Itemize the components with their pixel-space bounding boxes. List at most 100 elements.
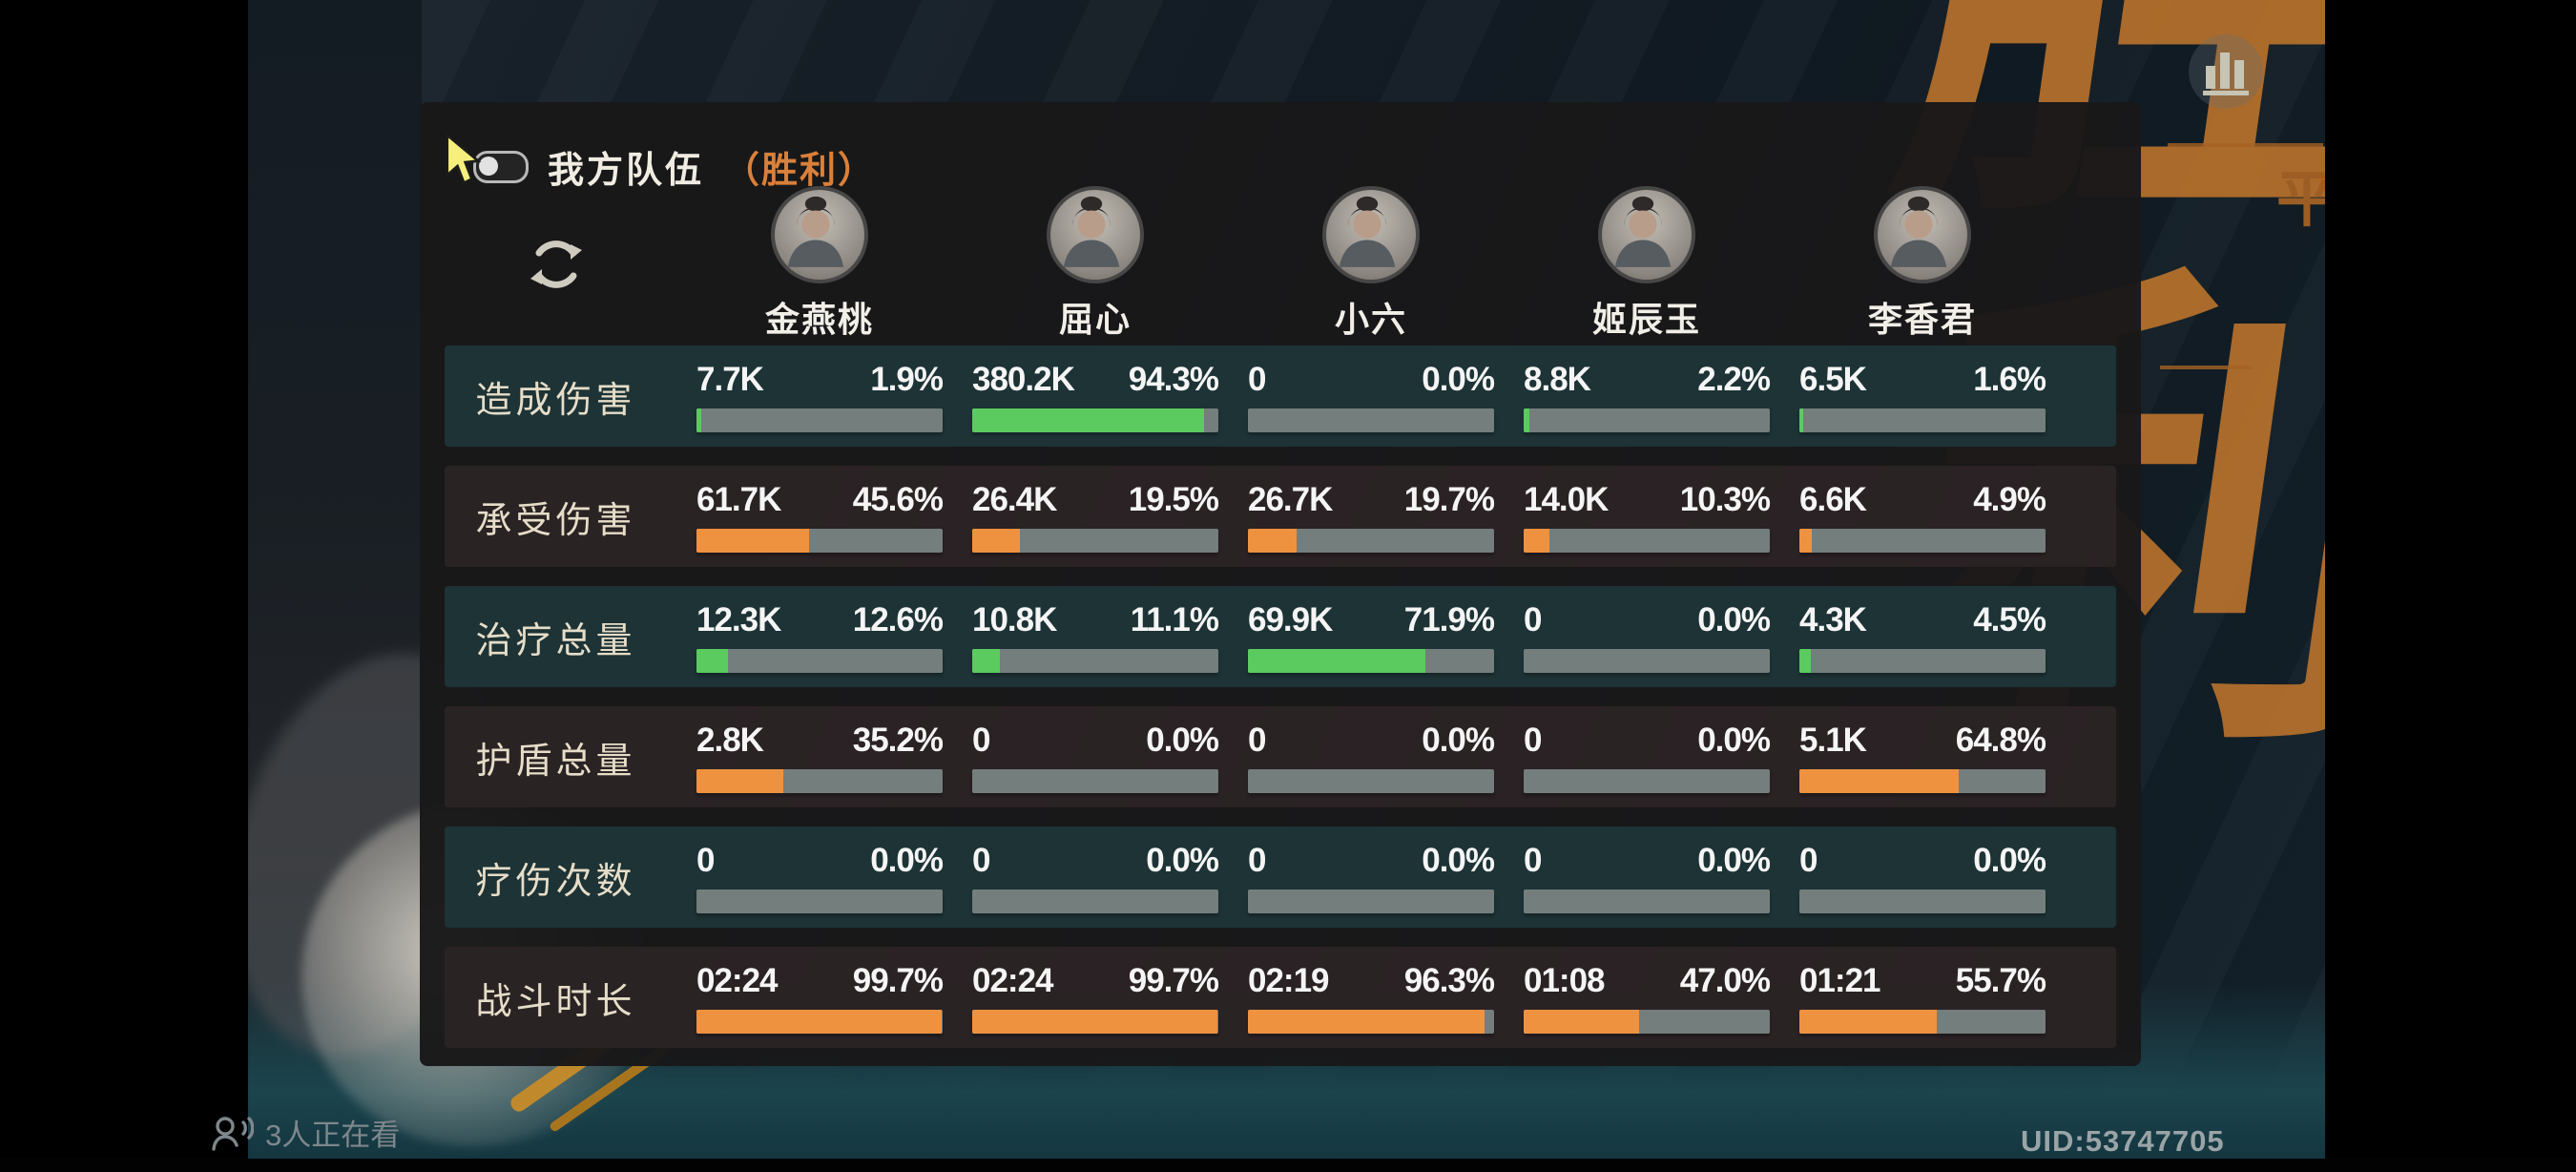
stat-percent: 12.6% <box>852 600 944 638</box>
stat-progress-track <box>1799 1009 2046 1034</box>
toggle-knob <box>479 156 498 176</box>
stat-progress-track <box>1524 528 1770 553</box>
stat-progress-track <box>696 1009 943 1034</box>
stat-value: 2.8K <box>696 721 764 759</box>
stat-cell: 0 0.0% <box>1248 722 1495 793</box>
portrait-silhouette <box>1614 196 1672 267</box>
stat-value: 10.8K <box>972 600 1057 638</box>
stat-value: 02:19 <box>1248 961 1330 999</box>
stat-progress-fill <box>696 768 783 793</box>
stat-value: 0 <box>1248 360 1266 398</box>
stat-value: 69.9K <box>1248 600 1333 638</box>
spectators-status: 3人正在看 <box>212 1111 400 1154</box>
stat-progress-track <box>1799 768 2046 793</box>
stat-cell: 4.3K 4.5% <box>1799 601 2046 673</box>
stat-cell: 0 0.0% <box>696 841 944 913</box>
stat-cell: 0 0.0% <box>1524 842 1771 913</box>
stat-percent: 35.2% <box>852 721 944 759</box>
stat-progress-fill <box>1524 528 1549 553</box>
stat-progress-track <box>696 408 943 432</box>
stat-progress-track <box>1248 408 1494 432</box>
stat-progress-fill <box>696 528 809 553</box>
stat-progress-fill <box>1524 1009 1640 1034</box>
stat-percent: 96.3% <box>1403 961 1495 999</box>
stat-value: 0 <box>696 841 715 879</box>
stat-progress-track <box>972 889 1218 913</box>
character-avatar[interactable] <box>1322 186 1420 283</box>
stat-cell: 14.0K 10.3% <box>1524 480 1771 553</box>
stat-value: 380.2K <box>972 360 1075 398</box>
stat-percent: 64.8% <box>1955 721 2046 759</box>
stat-row-label: 治疗总量 <box>475 620 636 661</box>
stat-percent: 2.2% <box>1697 360 1771 398</box>
stat-progress-track <box>1524 889 1770 913</box>
stat-value: 0 <box>1524 600 1542 638</box>
character-avatar[interactable] <box>1874 186 1971 283</box>
stat-progress-fill <box>1799 408 1804 432</box>
character-avatar[interactable] <box>1047 186 1144 283</box>
stat-value: 7.7K <box>696 360 764 398</box>
refresh-button[interactable] <box>445 235 667 294</box>
stat-cell: 0 0.0% <box>1524 600 1771 673</box>
stat-cell: 0 0.0% <box>972 842 1219 913</box>
spectator-icon <box>212 1116 254 1151</box>
stat-progress-fill <box>972 528 1021 553</box>
stat-value: 8.8K <box>1524 360 1591 398</box>
battle-result-badge: （胜利） <box>723 151 877 191</box>
stat-cell: 0 0.0% <box>1524 721 1771 793</box>
stat-percent: 10.3% <box>1679 480 1771 518</box>
stat-cell: 8.8K 2.2% <box>1524 360 1771 432</box>
stat-percent: 4.9% <box>1973 480 2046 518</box>
character-column-3[interactable]: 小六 <box>1248 186 1494 342</box>
stat-cell: 5.1K 64.8% <box>1799 722 2046 793</box>
team-toggle-switch[interactable] <box>473 150 529 183</box>
stat-percent: 0.0% <box>870 841 944 879</box>
stat-cell: 0 0.0% <box>1799 842 2046 913</box>
stat-value: 0 <box>972 721 990 759</box>
letterbox-bottom <box>0 1159 2576 1172</box>
stat-progress-fill <box>696 648 728 673</box>
stat-progress-track <box>1248 768 1494 793</box>
stat-row-5: 疗伤次数 0 0.0% 0 0.0% 0 0.0% <box>445 827 2116 928</box>
stat-percent: 99.7% <box>1128 961 1219 999</box>
stat-cell: 6.6K 4.9% <box>1799 481 2046 553</box>
stat-value: 02:24 <box>972 961 1054 999</box>
stat-cell: 380.2K 94.3% <box>972 360 1219 432</box>
stat-percent: 0.0% <box>1422 841 1495 879</box>
stat-progress-fill <box>972 648 1000 673</box>
stats-button[interactable] <box>2189 34 2263 109</box>
gold-ornament-line-2 <box>2160 366 2252 369</box>
stat-progress-track <box>1524 768 1770 793</box>
stat-row-1: 造成伤害 7.7K 1.9% 380.2K 94.3% 0 0.0% <box>445 345 2116 447</box>
stat-progress-track <box>972 1009 1218 1034</box>
stat-row-3: 治疗总量 12.3K 12.6% 10.8K 11.1% 69.9K 71.9% <box>445 586 2116 687</box>
stat-progress-fill <box>972 1009 1218 1034</box>
stat-percent: 0.0% <box>1697 721 1771 759</box>
stat-row-6: 战斗时长 02:24 99.7% 02:24 99.7% 02:19 96.3% <box>445 947 2116 1048</box>
stat-percent: 99.7% <box>852 961 944 999</box>
stat-progress-fill <box>1799 768 1960 793</box>
stat-progress-track <box>696 889 943 913</box>
stat-progress-fill <box>696 1009 943 1034</box>
character-column-2[interactable]: 屈心 <box>972 186 1218 342</box>
stat-value: 0 <box>1248 841 1266 879</box>
character-column-4[interactable]: 姬辰玉 <box>1524 186 1770 342</box>
stat-cell: 0 0.0% <box>1248 360 1495 432</box>
character-column-1[interactable]: 金燕桃 <box>696 186 943 342</box>
character-avatar[interactable] <box>1598 186 1695 283</box>
character-column-5[interactable]: 李香君 <box>1799 186 2046 342</box>
game-viewport: 胜 利 平 我方队伍 （胜利） <box>248 0 2325 1159</box>
portrait-silhouette <box>1063 196 1120 267</box>
stat-percent: 11.1% <box>1130 600 1219 638</box>
stat-value: 14.0K <box>1524 480 1609 518</box>
stat-cell: 26.7K 19.7% <box>1248 481 1495 553</box>
stat-value: 6.6K <box>1799 480 1867 518</box>
stat-row-label: 造成伤害 <box>475 380 636 421</box>
stat-percent: 94.3% <box>1128 360 1219 398</box>
stat-value: 4.3K <box>1799 600 1867 638</box>
character-avatar[interactable] <box>771 186 868 283</box>
stat-value: 12.3K <box>696 600 781 638</box>
stat-value: 01:08 <box>1524 961 1606 999</box>
stat-cell: 61.7K 45.6% <box>696 481 944 553</box>
